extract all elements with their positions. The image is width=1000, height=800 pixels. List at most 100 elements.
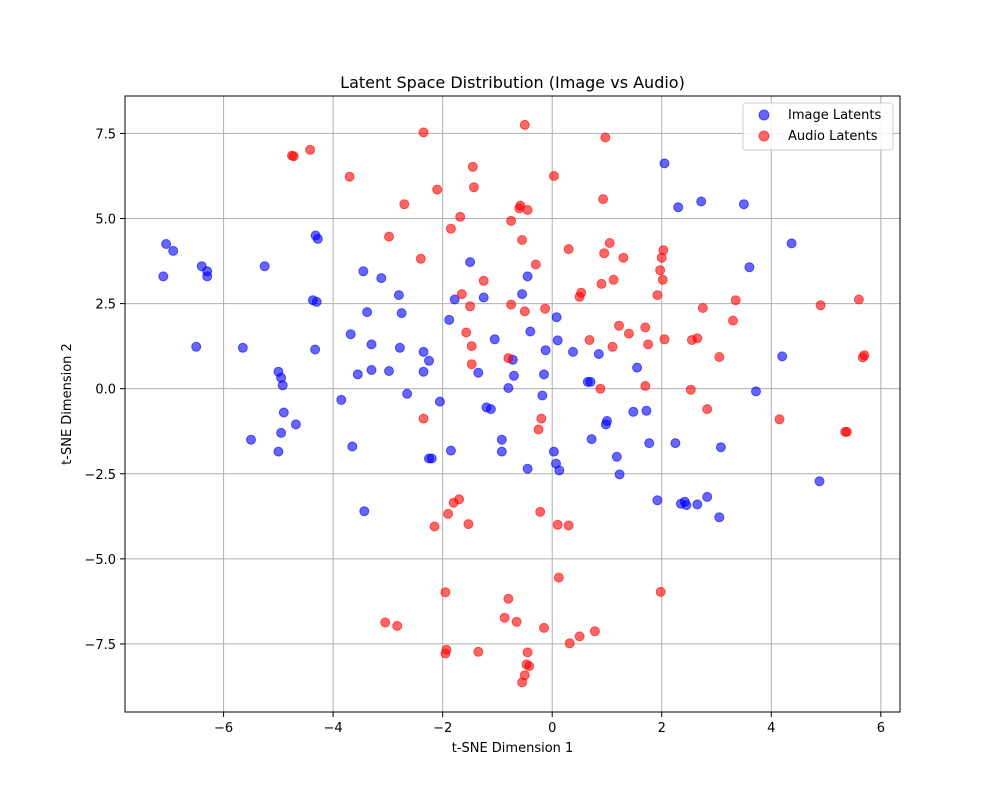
audio-latent-point	[288, 151, 299, 162]
image-latent-point	[517, 289, 528, 300]
audio-latent-point	[643, 339, 654, 350]
x-tick-label: 0	[548, 721, 556, 736]
image-latent-point	[585, 376, 596, 387]
image-latent-point	[551, 312, 562, 323]
image-latent-point	[681, 500, 692, 511]
image-latent-point	[786, 238, 797, 249]
image-latent-point	[503, 383, 514, 393]
audio-latent-point	[392, 620, 403, 631]
image-latent-point	[814, 476, 825, 487]
image-latent-point	[586, 434, 597, 445]
audio-latent-point	[465, 301, 476, 312]
audio-latent-point	[595, 383, 606, 394]
audio-latent-point	[640, 381, 651, 391]
image-latent-point	[628, 406, 639, 417]
audio-latent-point	[692, 333, 703, 344]
image-latent-point	[237, 342, 248, 353]
audio-latent-point	[589, 626, 600, 637]
y-tick-label: −2.5	[84, 468, 116, 483]
image-latent-point	[508, 370, 519, 381]
x-tick-label: 6	[877, 721, 885, 736]
audio-latents-series	[287, 119, 870, 688]
image-latent-point	[394, 342, 405, 353]
y-tick-label: 7.5	[95, 127, 116, 142]
image-latent-point	[485, 404, 496, 415]
image-latent-point	[290, 419, 301, 430]
image-latent-point	[168, 245, 179, 256]
audio-latent-point	[618, 252, 629, 263]
image-latent-point	[593, 349, 604, 359]
x-axis-label: t-SNE Dimension 1	[452, 741, 574, 756]
image-latent-point	[537, 390, 548, 401]
audio-latent-point	[658, 245, 669, 256]
x-tick-label: 2	[658, 721, 666, 736]
audio-latent-point	[607, 341, 618, 352]
image-latent-point	[714, 512, 725, 523]
audio-latent-point	[454, 494, 465, 505]
image-latent-point	[715, 442, 726, 453]
image-latent-point	[449, 294, 460, 305]
audio-latent-point	[730, 295, 741, 306]
plot-frame	[124, 95, 901, 713]
audio-latent-point	[685, 384, 696, 395]
audio-latent-point	[524, 661, 535, 672]
audio-latent-point	[659, 334, 670, 345]
audio-latent-point	[853, 294, 864, 305]
image-latent-point	[376, 273, 387, 284]
image-latent-point	[366, 365, 377, 375]
axis-ticks: −6 −4 −2 0 2 4 6 −7.5 −5.0 −2.5 0.0 2.5 5.0 7.5	[84, 127, 885, 736]
audio-latent-point	[596, 278, 607, 289]
audio-latent-point	[815, 300, 826, 311]
audio-latent-point	[522, 647, 533, 658]
audio-latent-point	[574, 631, 585, 642]
audio-latent-point	[564, 638, 575, 649]
audio-latent-point	[655, 265, 666, 276]
audio-latent-point	[506, 215, 517, 226]
image-latent-point	[632, 362, 643, 373]
audio-latent-point	[702, 404, 713, 415]
image-latent-point	[444, 314, 455, 325]
audio-latent-point	[445, 223, 456, 234]
audio-latent-point	[530, 259, 541, 270]
image-latent-point	[161, 239, 172, 249]
image-latent-point	[568, 346, 578, 357]
audio-latent-point	[517, 677, 528, 688]
legend-label-image-latents: Image Latents	[788, 108, 881, 123]
audio-latent-point	[608, 274, 619, 285]
y-tick-label: 2.5	[95, 298, 116, 313]
y-tick-label: −7.5	[84, 638, 116, 653]
x-tick-label: 4	[767, 721, 775, 736]
audio-latent-point	[514, 203, 525, 214]
image-latent-point	[358, 266, 369, 277]
audio-latent-point	[506, 299, 517, 310]
image-latent-point	[312, 233, 323, 244]
image-latent-point	[273, 446, 284, 457]
legend-box	[742, 102, 894, 151]
image-latent-point	[692, 499, 703, 510]
audio-latent-point	[429, 521, 440, 532]
audio-latent-point	[774, 414, 785, 425]
image-latent-point	[751, 386, 761, 397]
audio-latent-point	[584, 335, 595, 345]
image-latent-point	[522, 463, 533, 474]
image-latent-point	[644, 438, 655, 449]
audio-latent-point	[517, 235, 528, 245]
image-latent-point	[777, 351, 788, 362]
audio-latent-point	[415, 253, 426, 264]
image-latent-point	[277, 380, 288, 391]
audio-latent-point	[536, 413, 547, 424]
image-latent-point	[158, 271, 169, 282]
image-latent-point	[424, 355, 434, 366]
audio-latent-point	[697, 303, 708, 313]
image-latent-point	[310, 344, 321, 355]
image-latent-point	[276, 427, 287, 438]
image-latent-point	[738, 199, 749, 210]
image-latent-point	[614, 469, 625, 480]
audio-latent-point	[418, 127, 429, 138]
image-latents-series	[158, 158, 825, 523]
audio-latent-point	[380, 617, 391, 628]
image-latent-point	[396, 308, 407, 319]
audio-latent-point	[441, 644, 452, 655]
image-latent-point	[445, 445, 456, 456]
image-latent-point	[246, 434, 256, 445]
